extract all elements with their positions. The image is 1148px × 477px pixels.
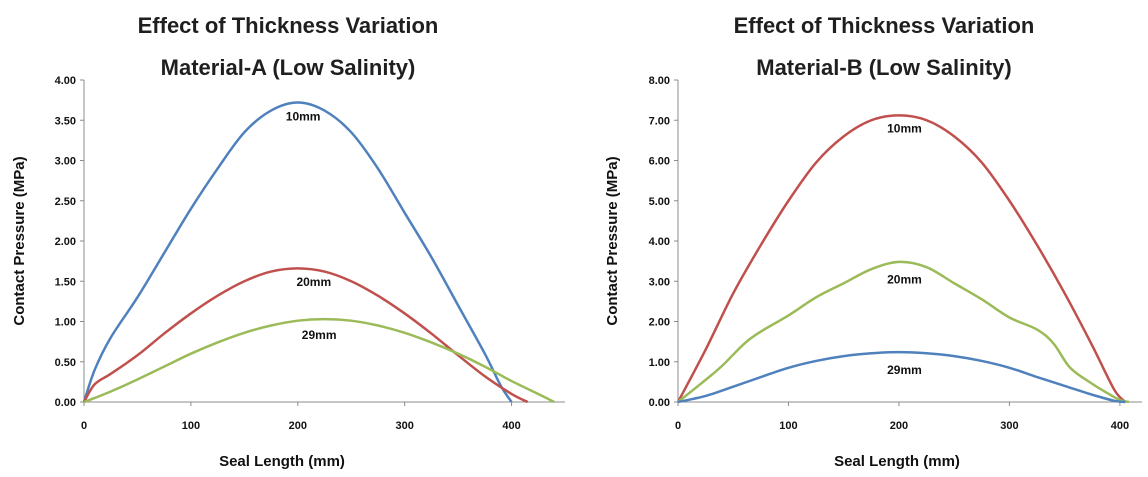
- x-tick-label: 400: [502, 420, 520, 432]
- chart-material-b: Effect of Thickness Variation Material-B …: [592, 0, 1148, 477]
- series-annotation: 29mm: [887, 363, 922, 377]
- x-tick-label: 100: [779, 420, 797, 432]
- series-line-20mm: [677, 260, 1130, 404]
- series-annotation: 20mm: [887, 272, 922, 286]
- series-annotation: 10mm: [286, 109, 321, 123]
- y-tick-label: 0.00: [649, 397, 670, 409]
- series-annotation: 20mm: [296, 275, 331, 289]
- series-line-10mm: [82, 101, 513, 403]
- series-annotation: 10mm: [887, 121, 922, 135]
- x-tick-label: 0: [675, 420, 681, 432]
- y-tick-label: 0.50: [55, 357, 76, 369]
- series-line-20mm: [82, 267, 529, 404]
- y-tick-label: 3.00: [649, 276, 670, 288]
- x-tick-label: 100: [182, 420, 200, 432]
- chart-title: Effect of Thickness Variation: [138, 13, 439, 38]
- x-tick-label: 0: [81, 420, 87, 432]
- y-tick-label: 1.00: [649, 357, 670, 369]
- x-tick-label: 400: [1111, 420, 1129, 432]
- y-tick-label: 4.00: [55, 75, 76, 87]
- x-tick-label: 300: [1000, 420, 1018, 432]
- x-tick-label: 200: [890, 420, 908, 432]
- y-tick-label: 2.00: [649, 317, 670, 329]
- x-tick-label: 200: [289, 420, 307, 432]
- y-tick-label: 0.00: [55, 397, 76, 409]
- chart-subtitle: Material-B (Low Salinity): [756, 55, 1011, 80]
- y-tick-label: 5.00: [649, 196, 670, 208]
- y-tick-label: 2.00: [55, 236, 76, 248]
- y-tick-label: 8.00: [649, 75, 670, 87]
- chart-b-svg: Effect of Thickness Variation Material-B …: [604, 13, 1142, 470]
- series-annotation: 29mm: [302, 328, 337, 342]
- x-tick-label: 300: [395, 420, 413, 432]
- chart-a-svg: Effect of Thickness Variation Material-A …: [11, 13, 565, 470]
- x-axis-label: Seal Length (mm): [834, 453, 960, 470]
- y-tick-label: 3.00: [55, 156, 76, 168]
- y-tick-label: 6.00: [649, 156, 670, 168]
- y-tick-label: 1.50: [55, 276, 76, 288]
- y-axis-label: Contact Pressure (MPa): [11, 156, 28, 325]
- y-tick-label: 7.00: [649, 115, 670, 127]
- y-tick-label: 3.50: [55, 115, 76, 127]
- y-tick-label: 4.00: [649, 236, 670, 248]
- chart-material-a: Effect of Thickness Variation Material-A …: [11, 13, 565, 470]
- chart-title: Effect of Thickness Variation: [734, 13, 1035, 38]
- chart-subtitle: Material-A (Low Salinity): [161, 55, 416, 80]
- y-tick-label: 2.50: [55, 196, 76, 208]
- series-line-10mm: [676, 114, 1127, 403]
- y-tick-label: 1.00: [55, 317, 76, 329]
- x-axis-label: Seal Length (mm): [219, 453, 345, 470]
- y-axis-label: Contact Pressure (MPa): [604, 156, 621, 325]
- series-line-29mm: [677, 350, 1126, 404]
- series-line-29mm: [83, 317, 555, 404]
